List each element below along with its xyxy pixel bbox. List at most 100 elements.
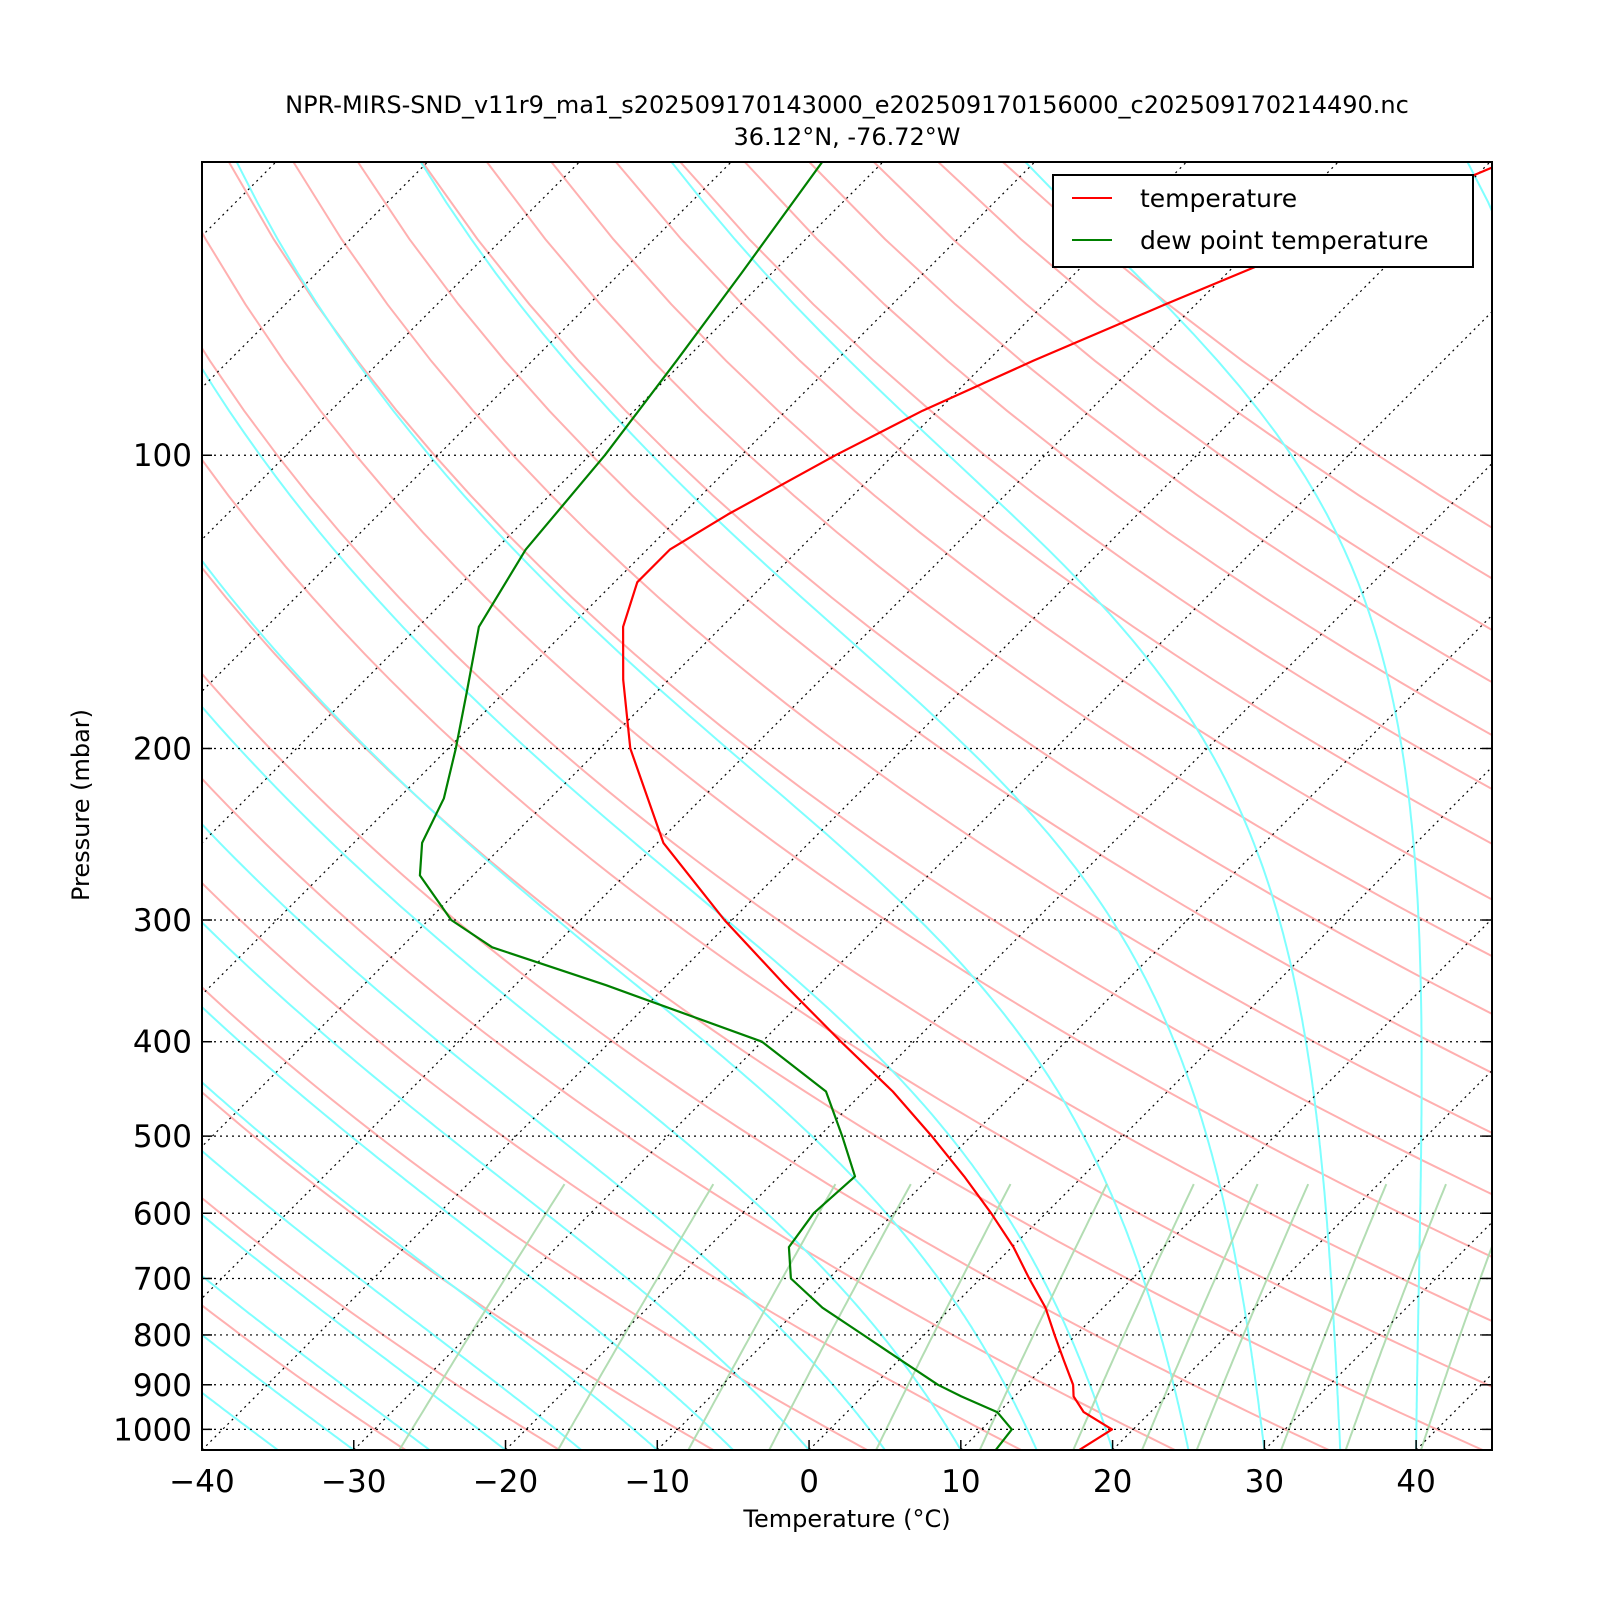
x-tick-label: 10 bbox=[941, 1464, 980, 1500]
moist-adiabat-line bbox=[202, 822, 886, 1450]
isotherm-gridline bbox=[202, 162, 1036, 996]
isotherm-gridline bbox=[202, 162, 429, 389]
isotherm-gridline bbox=[0, 162, 124, 1450]
legend-label-temperature: temperature bbox=[1140, 184, 1297, 213]
y-tick-label: 600 bbox=[133, 1196, 192, 1232]
moist-adiabat-line bbox=[202, 705, 962, 1450]
dry-adiabat-line bbox=[421, 162, 1492, 1015]
dry-adiabat-line bbox=[202, 230, 1492, 1259]
mixing-ratio-line bbox=[1497, 1184, 1586, 1450]
dry-adiabat-line bbox=[1002, 162, 1492, 529]
y-axis-label: Pressure (mbar) bbox=[67, 709, 95, 901]
mixing-ratio-line bbox=[1420, 1243, 1492, 1450]
isotherm-gridline bbox=[1263, 1221, 1492, 1450]
plot-area: −40 −30 −20 −10 0 10 20 30 40 100 200 300 400 500 600… bbox=[0, 161, 1600, 1500]
dry-adiabat-line bbox=[228, 162, 1492, 1196]
mixing-ratio-line bbox=[1344, 1183, 1447, 1450]
isotherm-gridline bbox=[202, 162, 1187, 1148]
isotherm-gridline bbox=[960, 917, 1492, 1450]
series-line-temperature bbox=[622, 166, 1492, 1450]
isotherm-gridline bbox=[353, 310, 1492, 1450]
mixing-ratio-line bbox=[875, 1183, 1012, 1450]
dry-adiabat-line bbox=[744, 162, 1492, 737]
dry-adiabat-line bbox=[550, 162, 1492, 901]
isotherm-gridline bbox=[656, 614, 1492, 1450]
x-axis: −40 −30 −20 −10 0 10 20 30 40 bbox=[169, 1440, 1436, 1500]
y-tick-label: 400 bbox=[133, 1025, 192, 1061]
moist-adiabat-line bbox=[202, 1081, 658, 1450]
dry-adiabat-line bbox=[202, 1304, 407, 1450]
moist-adiabat-line bbox=[202, 559, 1038, 1450]
mixing-ratio-line bbox=[1280, 1183, 1388, 1450]
x-tick-label: −20 bbox=[473, 1464, 538, 1500]
chart-title: NPR-MIRS-SND_v11r9_ma1_s202509170143000_… bbox=[285, 91, 1409, 119]
dry-adiabat-line bbox=[202, 458, 1492, 1388]
dry-adiabat-line bbox=[937, 162, 1492, 580]
dry-adiabat-line bbox=[679, 162, 1492, 791]
moist-adiabat-line bbox=[202, 1005, 734, 1450]
mixing-ratio-line bbox=[557, 1183, 715, 1450]
dry-adiabat-line bbox=[486, 162, 1492, 958]
moist-adiabat-line bbox=[202, 1448, 203, 1450]
moist-adiabat-line bbox=[1466, 162, 1492, 1450]
y-tick-label: 200 bbox=[133, 731, 192, 767]
moist-adiabat-line bbox=[419, 162, 1266, 1450]
dry-adiabat-line bbox=[202, 881, 1022, 1450]
mixing-ratio-line bbox=[687, 1183, 837, 1450]
moist-adiabat-line bbox=[202, 1274, 431, 1450]
dry-adiabat-line bbox=[292, 162, 1492, 1134]
legend-box bbox=[1052, 174, 1474, 268]
y-tick-label: 500 bbox=[133, 1119, 192, 1155]
x-tick-label: 40 bbox=[1396, 1464, 1435, 1500]
chart-subtitle: 36.12°N, -76.72°W bbox=[733, 123, 960, 151]
isotherm-gridline bbox=[1568, 162, 1600, 1450]
moist-adiabat-line bbox=[202, 1149, 583, 1450]
sounding-series bbox=[418, 162, 1492, 1450]
y-tick-label: 100 bbox=[133, 438, 192, 474]
dry-adiabat-line bbox=[202, 777, 1176, 1450]
isotherm-gridline bbox=[1415, 1373, 1492, 1450]
mixing-ratio-line bbox=[1195, 1183, 1310, 1450]
legend-label-dew-point: dew point temperature bbox=[1140, 226, 1429, 255]
y-tick-label: 300 bbox=[133, 903, 192, 939]
isotherm-gridline bbox=[202, 162, 1491, 1450]
moist-adiabat-line bbox=[202, 1391, 279, 1450]
x-axis-label: Temperature (°C) bbox=[742, 1505, 950, 1533]
dry-adiabat-line bbox=[202, 672, 1330, 1450]
dry-adiabat-line bbox=[615, 162, 1492, 845]
plot-frame bbox=[201, 161, 1493, 1451]
y-tick-label: 900 bbox=[133, 1368, 192, 1404]
dry-adiabat-line bbox=[202, 1090, 714, 1450]
isotherm-gridlines bbox=[0, 162, 1600, 1450]
x-tick-label: 30 bbox=[1245, 1464, 1284, 1500]
x-tick-label: 0 bbox=[799, 1464, 819, 1500]
mixing-ratio-line bbox=[768, 1183, 912, 1450]
moist-adiabat-line bbox=[670, 162, 1342, 1450]
mixing-ratio-lines bbox=[398, 1183, 1586, 1450]
isotherm-gridline bbox=[202, 162, 1339, 1300]
x-tick-label: −40 bbox=[169, 1464, 234, 1500]
dry-adiabat-line bbox=[357, 162, 1492, 1074]
series-line-dew-point bbox=[418, 162, 1013, 1450]
y-tick-label: 1000 bbox=[113, 1412, 192, 1448]
legend: temperature dew point temperature bbox=[1052, 174, 1474, 268]
moist-adiabat-line bbox=[1024, 162, 1423, 1450]
isobar-gridlines bbox=[202, 454, 1492, 1430]
y-tick-label: 800 bbox=[133, 1318, 192, 1354]
dry-adiabat-line bbox=[202, 346, 1492, 1323]
dry-adiabat-line bbox=[202, 986, 868, 1450]
isotherm-gridline bbox=[808, 766, 1492, 1450]
mixing-ratio-line bbox=[1072, 1183, 1195, 1450]
dry-adiabat-line bbox=[202, 566, 1484, 1450]
mixing-ratio-line bbox=[1141, 1183, 1259, 1450]
dry-adiabat-lines bbox=[202, 162, 1492, 1450]
dry-adiabat-line bbox=[808, 162, 1492, 684]
y-tick-label: 700 bbox=[133, 1261, 192, 1297]
moist-adiabat-line bbox=[202, 921, 810, 1450]
isotherm-gridline bbox=[202, 162, 884, 844]
isotherm-gridline bbox=[202, 162, 732, 693]
x-tick-label: 20 bbox=[1093, 1464, 1132, 1500]
moist-adiabat-line bbox=[202, 1333, 355, 1450]
moist-adiabat-line bbox=[202, 366, 1114, 1450]
